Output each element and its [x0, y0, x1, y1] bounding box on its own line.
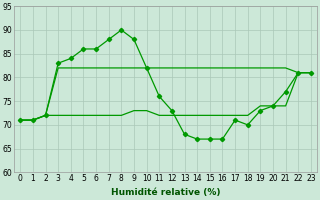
X-axis label: Humidité relative (%): Humidité relative (%): [111, 188, 220, 197]
